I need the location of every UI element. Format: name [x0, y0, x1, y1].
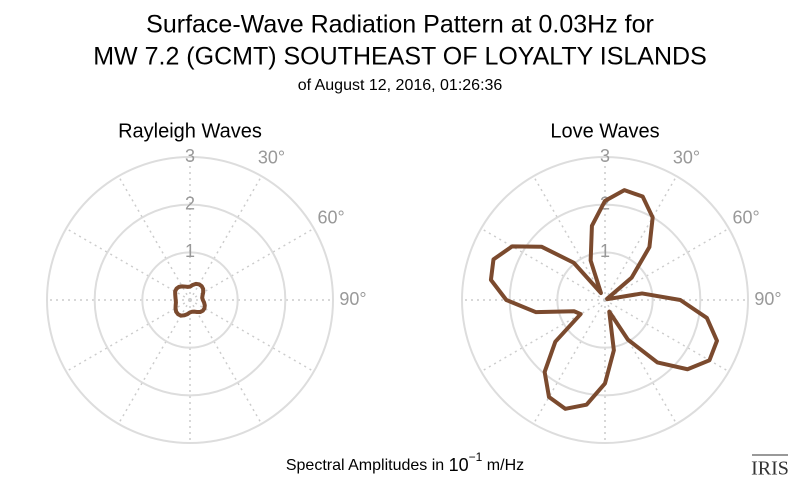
- radial-tick-label: 1: [600, 241, 610, 261]
- angle-tick-label: 90°: [339, 289, 366, 309]
- angle-tick-label: 30°: [673, 148, 700, 168]
- angle-tick-label: 60°: [318, 207, 345, 227]
- chart-title: Love Waves: [550, 120, 659, 142]
- radial-grid-circle: [93, 203, 287, 397]
- subtitle: of August 12, 2016, 01:26:36: [298, 77, 503, 94]
- radial-grid-circle: [141, 251, 239, 349]
- footer-base: 10: [449, 455, 469, 475]
- angle-tick-label: 30°: [258, 148, 285, 168]
- footer-exponent: −1: [469, 450, 483, 464]
- radial-tick-label: 3: [600, 146, 610, 166]
- angle-grid-line: [604, 227, 730, 301]
- radial-grid-circle: [461, 156, 749, 444]
- logo: IRIS: [751, 458, 789, 480]
- radiation-curve: [173, 281, 207, 318]
- title-line: Surface-Wave Radiation Pattern at 0.03Hz…: [146, 11, 654, 39]
- footer: Spectral Amplitudes in 10−1 m/Hz: [286, 449, 524, 475]
- footer-text: Spectral Amplitudes in: [286, 457, 444, 474]
- angle-grid-line: [532, 175, 606, 301]
- angle-grid-line: [65, 299, 191, 373]
- radial-tick-label: 1: [185, 241, 195, 261]
- angle-grid-line: [189, 175, 263, 301]
- radial-tick-label: 2: [185, 193, 195, 213]
- angle-grid-line: [189, 299, 315, 373]
- angle-grid-line: [189, 227, 315, 301]
- radiation-curve: [488, 188, 719, 411]
- radial-grid-circle: [46, 156, 334, 444]
- angle-grid-line: [532, 299, 606, 425]
- angle-grid-line: [117, 175, 191, 301]
- radial-tick-label: 3: [185, 146, 195, 166]
- angle-tick-label: 90°: [754, 289, 781, 309]
- angle-tick-label: 60°: [733, 207, 760, 227]
- angle-grid-line: [117, 299, 191, 425]
- title-line: MW 7.2 (GCMT) SOUTHEAST OF LOYALTY ISLAN…: [93, 43, 707, 71]
- angle-grid-line: [65, 227, 191, 301]
- footer-unit: m/Hz: [487, 457, 524, 474]
- angle-grid-line: [189, 299, 263, 425]
- radial-grid-circle: [556, 251, 654, 349]
- chart-title: Rayleigh Waves: [118, 120, 262, 142]
